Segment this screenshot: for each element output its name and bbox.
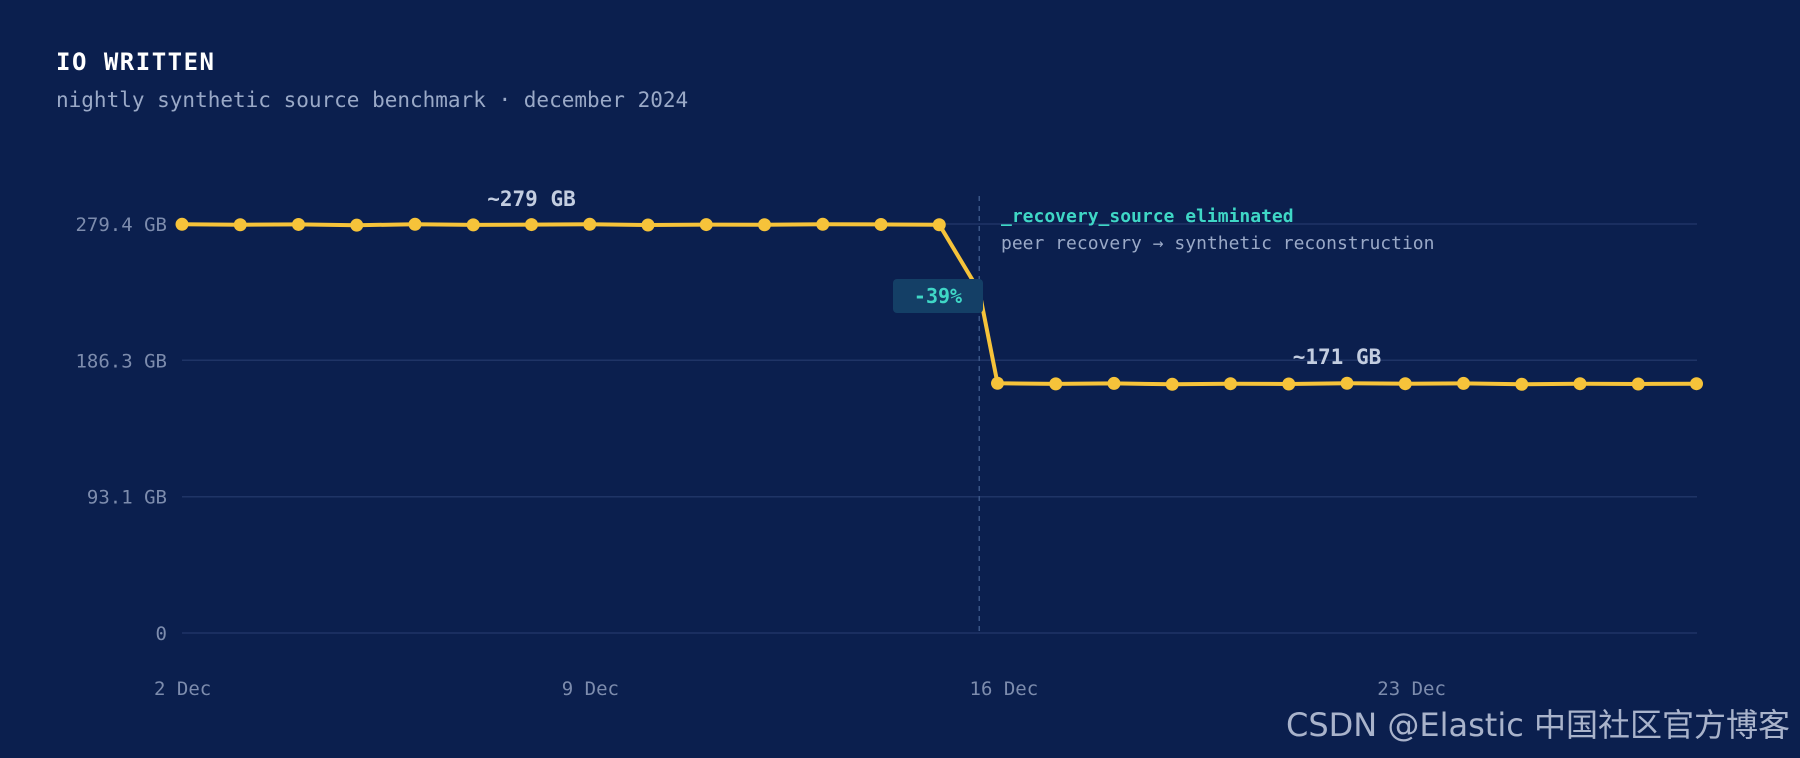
data-point-16 — [1107, 376, 1121, 390]
data-point-8 — [641, 218, 655, 232]
data-point-5 — [466, 218, 480, 232]
change-badge — [893, 279, 983, 313]
y-tick-label-1: 93.1 GB — [87, 487, 167, 509]
data-point-17 — [1165, 377, 1179, 391]
data-point-15 — [1049, 377, 1063, 391]
data-point-12 — [874, 217, 888, 231]
event-title: _recovery_source eliminated — [1001, 206, 1294, 227]
data-point-11 — [816, 217, 830, 231]
before-value-label: ~279 GB — [487, 187, 576, 211]
data-point-23 — [1515, 377, 1529, 391]
x-tick-label-2: 16 Dec — [970, 678, 1039, 700]
x-tick-label-1: 9 Dec — [562, 678, 619, 700]
y-tick-label-3: 279.4 GB — [75, 214, 167, 236]
y-tick-label-0: 0 — [156, 623, 167, 645]
y-tick-label-2: 186.3 GB — [75, 350, 167, 372]
watermark-text: CSDN @Elastic 中国社区官方博客 — [1285, 706, 1790, 744]
data-point-6 — [525, 218, 538, 232]
data-point-24 — [1573, 377, 1587, 391]
data-point-13 — [932, 218, 946, 232]
data-point-10 — [758, 218, 771, 232]
chart-title: IO WRITTEN — [56, 48, 216, 76]
data-point-4 — [408, 217, 422, 231]
series-layer — [175, 217, 1703, 391]
x-tick-label-3: 23 Dec — [1377, 678, 1446, 700]
axis-labels-layer: 0 93.1 GB 186.3 GB 279.4 GB 2 Dec 9 Dec 16 Dec… — [75, 214, 1445, 700]
data-point-21 — [1398, 377, 1412, 391]
data-point-22 — [1457, 376, 1470, 390]
after-value-label: ~171 GB — [1293, 345, 1382, 369]
data-point-14 — [991, 376, 1004, 390]
chart-subtitle: nightly synthetic source benchmark · dec… — [56, 88, 689, 112]
data-point-2 — [292, 217, 305, 231]
data-point-25 — [1631, 377, 1645, 391]
data-point-1 — [233, 218, 247, 232]
data-point-19 — [1282, 377, 1296, 391]
event-description: peer recovery → synthetic reconstruction — [1001, 233, 1434, 254]
data-point-3 — [350, 218, 364, 232]
data-point-26 — [1690, 377, 1703, 391]
data-point-9 — [699, 218, 713, 232]
x-tick-label-0: 2 Dec — [154, 678, 211, 700]
data-point-18 — [1224, 377, 1237, 391]
data-point-20 — [1340, 376, 1354, 390]
series-line — [180, 222, 1699, 387]
data-point-0 — [175, 217, 189, 231]
annotation-layer: ~279 GB ~171 GB -39% _recovery_source elimi… — [487, 187, 1434, 369]
data-point-7 — [583, 217, 597, 231]
change-badge-label: -39% — [914, 284, 962, 308]
